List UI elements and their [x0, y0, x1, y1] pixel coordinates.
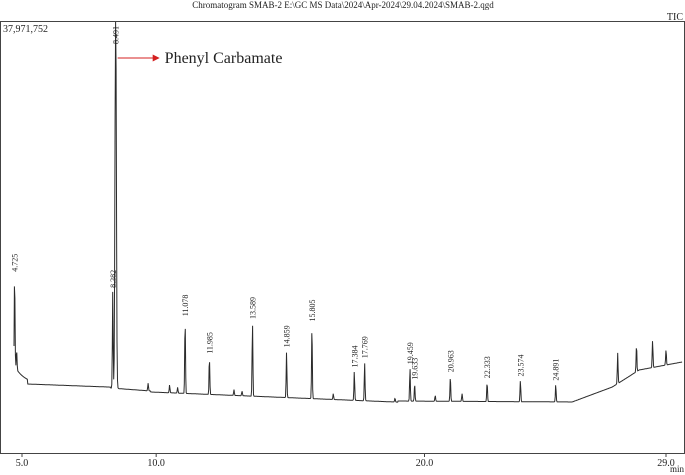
peak-label: 8.491 — [112, 26, 121, 44]
peak-label: 17.384 — [350, 346, 359, 368]
x-tick-label: 5.0 — [16, 458, 29, 469]
peak-label: 4.725 — [11, 254, 20, 272]
annotation-text: Phenyl Carbamate — [165, 50, 283, 67]
peak-label: 23.574 — [516, 355, 525, 377]
peak-label: 15.805 — [308, 300, 317, 322]
peak-label: 13.589 — [249, 297, 258, 319]
peak-label: 11.078 — [181, 295, 190, 317]
peak-label: 19.633 — [411, 358, 420, 380]
x-axis-unit: min — [670, 464, 685, 474]
annotation: Phenyl Carbamate — [117, 50, 283, 67]
x-tick-label: 20.0 — [416, 458, 434, 469]
peak-label: 17.769 — [361, 336, 370, 358]
plot-frame — [0, 21, 685, 454]
x-tick-label: 29.0 — [657, 458, 675, 469]
x-tick-label: 10.0 — [147, 458, 165, 469]
peak-label: 8.382 — [109, 270, 118, 288]
peak-label: 11.985 — [205, 332, 214, 354]
peak-label: 22.333 — [483, 356, 492, 378]
peak-label: 19.459 — [406, 342, 415, 364]
peak-label: 14.859 — [283, 325, 292, 347]
x-axis-ticks: 5.0 10.0 20.0 29.0 — [16, 453, 675, 469]
peak-labels: 4.725 8.382 8.491 11.078 11.985 13.589 14.859 1… — [11, 26, 561, 381]
annotation-arrowhead — [152, 54, 160, 62]
peak-label: 20.963 — [446, 350, 455, 372]
tic-trace — [13, 21, 683, 403]
y-max-label: 37,971,752 — [3, 24, 48, 35]
peak-label: 24.891 — [552, 359, 561, 381]
signal-label: TIC — [667, 12, 683, 23]
chart-title: Chromatogram SMAB-2 E:\GC MS Data\2024\A… — [192, 0, 494, 10]
